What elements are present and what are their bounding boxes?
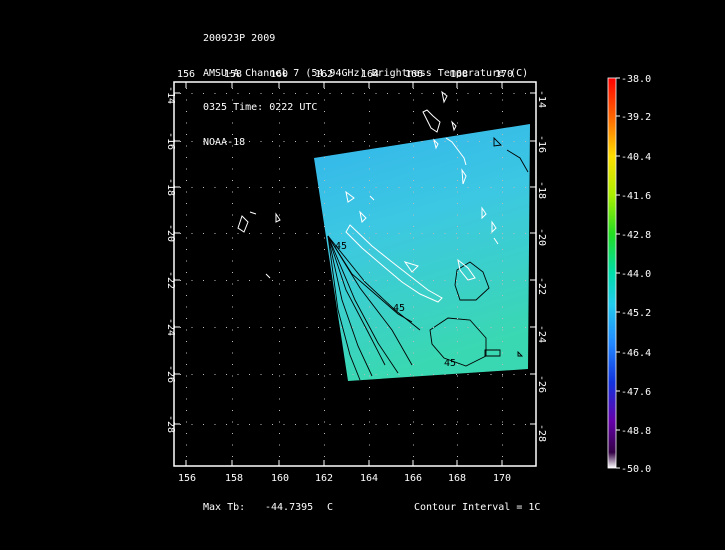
- colorbar-label: -44.0: [621, 269, 651, 280]
- lat-label: -28: [536, 424, 547, 442]
- bottom-lon-labels: 156 158 160 162 164 166 168 170: [178, 473, 511, 484]
- lat-label: -24: [165, 318, 176, 336]
- colorbar-labels: -38.0 -39.2 -40.4 -41.6 -42.8 -44.0 -45.…: [621, 74, 651, 475]
- lat-label: -26: [165, 365, 176, 383]
- lat-label: -16: [165, 132, 176, 150]
- colorbar-label: -48.8: [621, 426, 651, 437]
- contour-value-label: 45: [335, 241, 347, 252]
- lat-label: -22: [165, 271, 176, 289]
- contour-value-label: 45: [393, 303, 405, 314]
- lat-label: -24: [536, 325, 547, 343]
- lon-label: 168: [450, 69, 468, 80]
- contour-interval-text: Contour Interval = 1C: [414, 502, 541, 513]
- lat-label: -20: [165, 224, 176, 242]
- max-tb-value: -44.7395: [265, 502, 314, 513]
- lon-label: 164: [360, 473, 378, 484]
- product-title-line: AMSU-A Channel 7 (54.94GHz) Brightness T…: [203, 67, 529, 79]
- max-tb-label: Max Tb:: [203, 502, 246, 513]
- contour-value-label: 45: [444, 358, 456, 369]
- lon-label: 160: [270, 69, 288, 80]
- lon-label: 158: [224, 69, 242, 80]
- satellite-line: NOAA-18: [203, 136, 246, 148]
- lat-label: -28: [165, 415, 176, 433]
- colorbar-label: -39.2: [621, 112, 651, 123]
- satellite-swath: [314, 124, 530, 381]
- lon-label: 156: [178, 473, 196, 484]
- colorbar-label: -45.2: [621, 308, 651, 319]
- colorbar-label: -40.4: [621, 152, 651, 163]
- top-lon-labels: 156 158 160 162 164 166 168 170: [177, 69, 513, 80]
- lon-label: 166: [405, 69, 423, 80]
- lon-label: 170: [495, 69, 513, 80]
- lon-label: 162: [315, 69, 333, 80]
- time-line: 0325 Time: 0222 UTC: [203, 102, 318, 113]
- lat-label: -18: [165, 178, 176, 196]
- storm-id-line: 200923P 2009: [203, 33, 276, 44]
- lat-label: -20: [536, 228, 547, 246]
- lat-lon-grid: [180, 88, 526, 457]
- lon-label: 164: [361, 69, 379, 80]
- header-block: 200923P 2009 AMSU-A Channel 7 (54.94GHz)…: [203, 10, 528, 160]
- lon-label: 158: [225, 473, 243, 484]
- colorbar-label: -46.4: [621, 348, 651, 359]
- colorbar-label: -38.0: [621, 74, 651, 85]
- colorbar: [607, 77, 617, 469]
- map-frame: [173, 81, 537, 467]
- right-lat-labels: -14 -16 -18 -20 -22 -24 -26 -28: [536, 90, 547, 442]
- lat-label: -14: [165, 86, 176, 104]
- lat-label: -22: [536, 277, 547, 295]
- lon-label: 168: [448, 473, 466, 484]
- temperature-contours: [327, 136, 529, 381]
- colorbar-label: -41.6: [621, 191, 651, 202]
- lat-label: -26: [536, 375, 547, 393]
- coastlines: [237, 90, 499, 303]
- lon-label: 162: [315, 473, 333, 484]
- lon-label: 166: [404, 473, 422, 484]
- lat-label: -14: [536, 90, 547, 108]
- lon-label: 160: [271, 473, 289, 484]
- lat-label: -18: [536, 181, 547, 199]
- colorbar-label: -50.0: [621, 464, 651, 475]
- lon-label: 156: [177, 69, 195, 80]
- lat-label: -16: [536, 135, 547, 153]
- axis-ticks: [174, 82, 536, 466]
- colorbar-ticks: [616, 77, 620, 469]
- colorbar-label: -47.6: [621, 387, 651, 398]
- max-tb-unit: C: [327, 502, 334, 513]
- left-lat-labels: -14 -16 -18 -20 -22 -24 -26 -28: [165, 86, 176, 433]
- lon-label: 170: [493, 473, 511, 484]
- colorbar-label: -42.8: [621, 230, 651, 241]
